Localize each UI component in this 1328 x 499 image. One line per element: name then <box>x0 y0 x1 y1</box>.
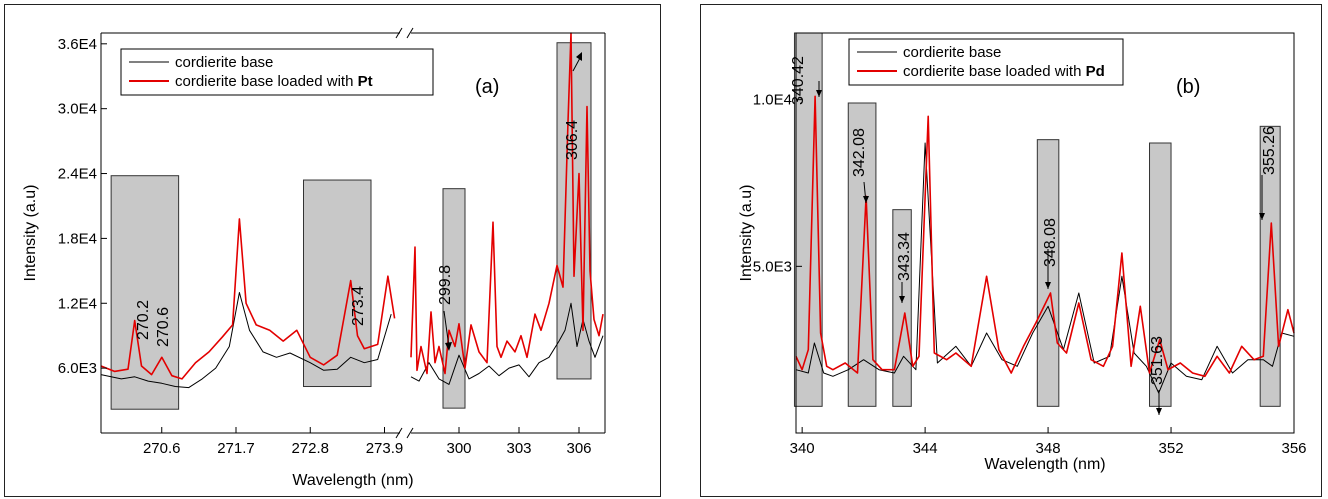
plot-frame-b <box>795 32 1295 434</box>
peak-arrow-299.8 <box>443 310 450 348</box>
x-tick-label-b-3: 352 <box>1159 440 1184 457</box>
peak-label-340.42: 340.42 <box>790 56 807 105</box>
chart-b-svg: 5.0E3 1.0E4 340 344 348 352 356 Wavelength (nm)… <box>738 32 1307 473</box>
legend-label-0: cordierite base <box>175 54 273 71</box>
legend-label-0: cordierite base <box>903 44 1001 61</box>
peak-arrowhead-b-4 <box>1156 408 1162 415</box>
series-a-0-segment-1 <box>410 302 604 385</box>
peak-label-306.4: 306.4 <box>564 120 581 160</box>
peak-arrowhead-b-3 <box>1045 282 1051 289</box>
peak-arrowhead-b-5 <box>1259 213 1265 220</box>
series-a-0-segment-0 <box>100 292 392 389</box>
series-b-1 <box>795 95 1295 378</box>
peak-label-299.8: 299.8 <box>437 265 454 305</box>
x-axis-label-b: Wavelength (nm) <box>984 456 1105 473</box>
y-tick-label-a-1: 1.2E4 <box>58 295 97 312</box>
highlight-box-a-3 <box>442 188 466 409</box>
x-tick-label-a-0-3: 273.9 <box>366 440 404 457</box>
peak-arrowhead-299.8 <box>445 342 452 351</box>
x-tick-label-b-0: 340 <box>790 440 815 457</box>
peak-arrowhead-b-2 <box>899 296 905 303</box>
highlight-box-b-1 <box>847 102 877 407</box>
axis-break-mark-0-1 <box>395 427 403 439</box>
y-tick-label-a-3: 2.4E4 <box>58 166 97 183</box>
chart-panel-b: 5.0E3 1.0E4 340 344 348 352 356 Wavelength (nm)… <box>700 4 1322 497</box>
legend-label-1: cordierite base loaded with Pt <box>175 73 373 90</box>
x-tick-label-a-1-1: 303 <box>506 440 531 457</box>
panel-label-a: (a) <box>475 76 499 98</box>
y-tick-label-b-0: 5.0E3 <box>753 258 792 275</box>
y-tick-label-b-1: 1.0E4 <box>753 92 792 109</box>
peak-label-273.4: 273.4 <box>350 286 367 326</box>
highlight-box-b-4 <box>1149 142 1172 407</box>
y-tick-label-a-0: 6.0E3 <box>58 360 97 377</box>
x-tick-label-a-1-2: 306 <box>566 440 591 457</box>
peak-label-351.63: 351.63 <box>1149 336 1166 385</box>
x-tick-label-b-2: 348 <box>1036 440 1061 457</box>
axis-break-mark-0-2 <box>406 427 414 439</box>
peak-arrow-306.4 <box>572 57 581 72</box>
legend-box <box>120 48 434 96</box>
y-tick-label-a-4: 3.0E4 <box>58 101 97 118</box>
legend-box <box>848 38 1124 86</box>
x-tick-label-b-4: 356 <box>1281 440 1306 457</box>
peak-label-270.6: 270.6 <box>155 307 172 347</box>
x-tick-label-b-1: 344 <box>913 440 938 457</box>
peak-label-348.08: 348.08 <box>1042 218 1059 267</box>
legend: cordierite base cordierite base loaded wi… <box>848 38 1124 86</box>
peak-arrowhead-b-1 <box>863 196 869 203</box>
panel-label-b: (b) <box>1176 76 1200 98</box>
legend-label-1: cordierite base loaded with Pd <box>903 63 1105 80</box>
y-tick-label-a-2: 1.8E4 <box>58 230 97 247</box>
series-b-0 <box>795 142 1295 394</box>
peak-arrowhead-306.4 <box>576 52 582 61</box>
axis-break-mark-1-2 <box>406 27 414 39</box>
series-a-1-segment-1 <box>410 32 604 375</box>
y-axis-label-b: Intensity (a.u) <box>738 185 755 282</box>
peak-arrowhead-b-0 <box>816 90 822 97</box>
x-tick-label-a-0-1: 271.7 <box>217 440 255 457</box>
series-a-1-segment-0 <box>100 218 396 380</box>
peak-label-343.34: 343.34 <box>896 232 913 281</box>
y-axis-label-a: Intensity (a.u) <box>22 185 39 282</box>
x-tick-label-a-0-2: 272.8 <box>291 440 329 457</box>
chart-a-svg: 6.0E3 1.2E4 1.8E4 2.4E4 3.0E4 3.6E4 270.6 271.7… <box>22 27 606 489</box>
legend: cordierite base cordierite base loaded wi… <box>120 48 434 96</box>
peak-label-342.08: 342.08 <box>851 128 868 177</box>
x-axis-label-a: Wavelength (nm) <box>292 472 413 489</box>
x-tick-label-a-1-0: 300 <box>446 440 471 457</box>
highlight-box-a-0 <box>110 175 180 410</box>
x-tick-label-a-0-0: 270.6 <box>143 440 181 457</box>
y-tick-label-a-5: 3.6E4 <box>58 36 97 53</box>
axis-break-mark-1-1 <box>395 27 403 39</box>
peak-label-270.2: 270.2 <box>135 300 152 340</box>
chart-panel-a: 6.0E3 1.2E4 1.8E4 2.4E4 3.0E4 3.6E4 270.6 271.7… <box>4 4 661 497</box>
peak-label-355.26: 355.26 <box>1261 126 1278 175</box>
